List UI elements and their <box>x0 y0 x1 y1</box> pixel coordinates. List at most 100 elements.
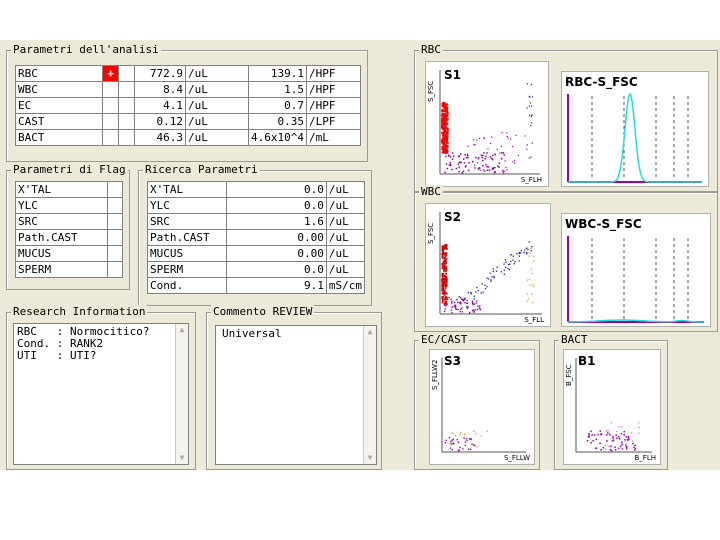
rbc-cluster-dot <box>441 148 444 151</box>
scroll-up-icon[interactable]: ▲ <box>367 327 373 336</box>
research-textarea[interactable]: RBC : Normocitico? Cond. : RANK2 UTI : UTI… <box>13 323 189 465</box>
blue-dot <box>473 298 475 300</box>
blue-dot <box>526 83 528 85</box>
rbc-panel-title: RBC <box>419 43 443 56</box>
research-title: Research Information <box>11 305 148 318</box>
bact-scatter-plot: B1 B_FSC B_FLH <box>563 349 661 465</box>
purple-dot <box>501 132 503 134</box>
flag-name: SPERM <box>15 261 108 278</box>
ricerca-table: X'TAL 0.0/uL YLC 0.0/uL SRC 1.6/uL Path.CAST 0.… <box>147 181 366 294</box>
orange-dot <box>463 433 466 435</box>
purple-dot <box>514 162 516 164</box>
wbc-hist-label: WBC-S_FSC <box>565 217 642 231</box>
purple-dot <box>483 136 485 139</box>
ec-x-axis-label: S_FLLW <box>503 454 530 462</box>
purple-dot <box>446 298 449 301</box>
purple-dot <box>599 442 601 445</box>
purple-dot <box>506 135 508 138</box>
purple-dot <box>476 139 478 141</box>
rbc-cluster-dot <box>445 114 448 117</box>
wbc-cluster-dot <box>441 278 443 281</box>
rbc-cluster-dot <box>446 145 449 148</box>
purple-dot <box>615 434 617 436</box>
purple-dot <box>491 154 494 157</box>
orange-dot <box>530 247 532 249</box>
purple-dot <box>449 163 452 166</box>
purple-dot <box>587 436 590 438</box>
wbc-cluster-dot <box>444 266 447 269</box>
param-name: CAST <box>15 113 103 130</box>
purple-dot <box>619 437 621 440</box>
flag-cell: + <box>102 65 119 82</box>
purple-dot <box>459 308 462 310</box>
purple-dot <box>464 166 467 168</box>
flag-name: YLC <box>15 197 108 214</box>
purple-dot <box>486 169 489 171</box>
rbc-cluster-dot <box>445 126 448 129</box>
purple-dot <box>489 156 492 158</box>
rbc-cluster-dot <box>442 140 445 143</box>
purple-dot <box>481 156 483 159</box>
purple-dot <box>500 145 502 147</box>
wbc-y-axis-label: S_FSC <box>427 222 435 244</box>
orange-dot <box>526 279 529 281</box>
rbc-cluster-dot <box>442 114 445 117</box>
rbc-hist-label: RBC-S_FSC <box>565 75 638 89</box>
wbc-cluster-dot <box>441 279 443 282</box>
scroll-up-icon[interactable]: ▲ <box>179 325 185 334</box>
scroll-down-icon[interactable]: ▼ <box>367 453 373 462</box>
flag-table: X'TAL YLC SRC Path.CAST MUCUS SPERM <box>15 181 124 278</box>
wbc-cluster-dot <box>444 302 447 305</box>
table-row: BACT 46.3/uL 4.6x10^4/mL <box>15 129 362 146</box>
purple-dot <box>625 445 628 448</box>
purple-dot <box>457 301 459 304</box>
blue-dot <box>484 284 486 286</box>
purple-dot <box>472 311 475 313</box>
wbc-cluster-dot <box>445 303 448 305</box>
purple-dot <box>473 303 475 305</box>
wbc-cluster-dot <box>445 258 448 260</box>
param-name: RBC <box>15 65 103 82</box>
purple-dot <box>455 305 457 307</box>
blue-dot <box>492 268 495 270</box>
purple-dot <box>468 448 470 450</box>
blue-dot <box>526 144 528 146</box>
purple-dot <box>607 431 609 434</box>
purple-dot <box>621 448 624 450</box>
wbc-cluster-dot <box>443 279 446 282</box>
research-scrollbar[interactable]: ▲ ▼ <box>175 324 188 464</box>
purple-dot <box>479 308 482 311</box>
rbc-cluster-dot <box>444 149 447 152</box>
commento-textarea[interactable]: Universal ▲ ▼ <box>215 325 377 465</box>
purple-dot <box>502 171 505 174</box>
purple-dot <box>592 440 594 442</box>
blue-dot <box>466 299 468 302</box>
wbc-cluster-dot <box>445 277 448 280</box>
param-name: EC <box>15 97 103 114</box>
purple-dot <box>449 164 452 167</box>
orange-dot <box>532 283 534 286</box>
rbc-cluster-dot <box>441 132 444 135</box>
ricerca-unit: /uL <box>325 261 366 278</box>
purple-dot <box>444 152 447 154</box>
rbc-y-axis-label: S_FSC <box>427 80 435 102</box>
wbc-cluster-dot <box>444 292 447 295</box>
purple-dot <box>470 438 472 441</box>
pink-dot <box>604 444 607 447</box>
ricerca-unit: /uL <box>325 181 366 198</box>
purple-dot <box>475 156 477 159</box>
purple-dot <box>600 433 603 435</box>
purple-dot <box>454 306 457 308</box>
purple-dot <box>463 437 465 439</box>
purple-dot <box>471 443 473 445</box>
blue-dot <box>507 267 509 270</box>
purple-dot <box>458 155 461 157</box>
purple-dot <box>448 164 451 166</box>
purple-dot <box>459 310 461 313</box>
rbc-cluster-dot <box>444 143 447 146</box>
purple-dot <box>496 148 498 150</box>
commento-scrollbar[interactable]: ▲ ▼ <box>363 326 376 464</box>
rbc-cluster-dot <box>442 121 445 124</box>
scroll-down-icon[interactable]: ▼ <box>179 453 185 462</box>
purple-dot <box>494 153 496 155</box>
